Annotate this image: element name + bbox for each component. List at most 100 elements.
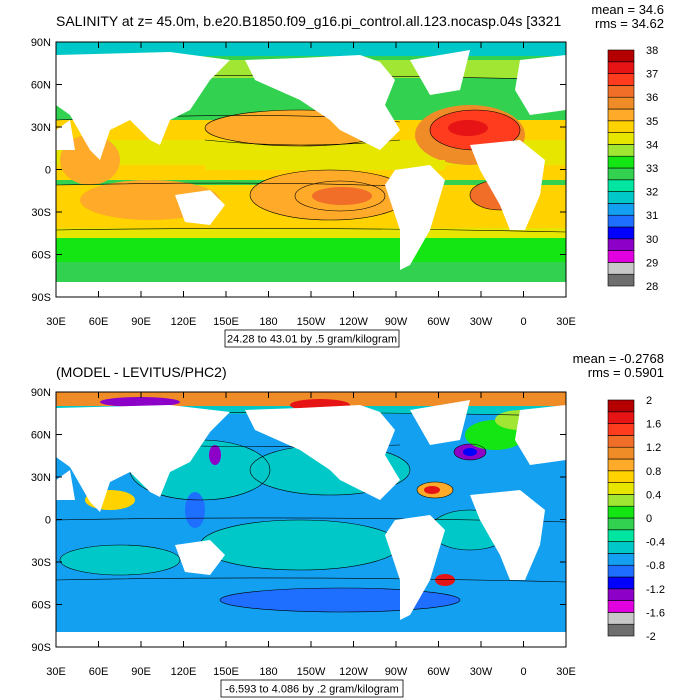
x-tick-label: 90E	[131, 316, 151, 328]
x-tick-label: 150E	[213, 666, 239, 678]
top-land-africa	[470, 140, 545, 230]
colorbar-swatch	[607, 411, 635, 424]
bottom-land-africa	[470, 490, 545, 580]
y-tick-label: 90N	[31, 37, 51, 49]
colorbar-label: 30	[646, 234, 658, 246]
colorbar-swatch	[607, 203, 635, 216]
top-land-eurasia	[56, 52, 230, 160]
bottom-land-south-america	[385, 515, 445, 620]
top-map-field	[56, 42, 566, 297]
x-tick-label: 90W	[385, 666, 408, 678]
x-tick-label: 60E	[89, 666, 109, 678]
colorbar-label: 38	[646, 45, 658, 57]
x-tick-label: 120W	[339, 666, 368, 678]
x-tick-label: 180	[259, 666, 277, 678]
colorbar-swatch	[607, 273, 635, 287]
top-land	[56, 50, 566, 297]
colorbar-swatch	[607, 49, 635, 63]
x-tick-label: 0	[520, 666, 526, 678]
y-tick-label: 90S	[31, 292, 51, 304]
bottom-panel: (MODEL - LEVITUS/PHC2) mean = -0.2768 rm…	[31, 351, 665, 698]
colorbar-label: 2	[646, 395, 652, 407]
x-tick-label: 150E	[213, 316, 239, 328]
x-tick-label: 120E	[171, 316, 197, 328]
colorbar-label: 28	[646, 281, 658, 293]
colorbar-swatch	[607, 529, 635, 542]
y-tick-label: 60S	[31, 600, 51, 612]
colorbar-swatch	[607, 553, 635, 566]
colorbar-swatch	[607, 108, 635, 122]
bottom-x-axis: 30E 60E 90E 120E 150E 180 150W 120W 90W 60W 30W 0 30…	[46, 392, 576, 678]
colorbar-swatch	[607, 446, 635, 460]
colorbar-swatch	[607, 399, 635, 413]
y-tick-label: 0	[45, 165, 51, 177]
x-tick-label: 30E	[46, 666, 66, 678]
bottom-land-eurasia	[56, 405, 230, 512]
y-tick-label: 90S	[31, 642, 51, 654]
colorbar-label: 0.8	[646, 466, 661, 478]
bottom-contour-info: -6.593 to 4.086 by .2 gram/kilogram	[225, 684, 399, 696]
colorbar-swatch	[607, 541, 635, 554]
colorbar-swatch	[607, 505, 635, 519]
colorbar-label: -0.8	[646, 560, 665, 572]
colorbar-label: -2	[646, 631, 656, 643]
colorbar-label: -0.4	[646, 537, 665, 549]
y-tick-label: 60N	[31, 80, 51, 92]
colorbar-swatch	[607, 470, 635, 483]
top-x-axis: 30E 60E 90E 120E 150E 180 150W 120W 90W 60W 30W 0 30…	[46, 42, 576, 328]
colorbar-swatch	[607, 494, 635, 507]
colorbar-swatch	[607, 435, 635, 448]
top-contour-info: 24.28 to 43.01 by .5 gram/kilogram	[227, 334, 397, 346]
colorbar-swatch	[607, 214, 635, 228]
x-tick-label: 30W	[470, 666, 493, 678]
y-tick-label: 30N	[31, 472, 51, 484]
colorbar-swatch	[607, 61, 635, 74]
colorbar-swatch	[607, 167, 635, 181]
bottom-land-north-america	[245, 405, 400, 500]
top-y-axis: 90N 60N 30N 0 30S 60S 90S	[31, 37, 566, 304]
bottom-land-australia	[175, 540, 225, 575]
colorbar-swatch	[607, 623, 635, 637]
bottom-mean: mean = -0.2768	[573, 351, 664, 366]
x-tick-label: 150W	[297, 666, 326, 678]
colorbar-swatch	[607, 132, 635, 145]
colorbar-swatch	[607, 423, 635, 436]
colorbar-swatch	[607, 600, 635, 613]
bottom-y-axis: 90N 60N 30N 0 30S 60S 90S	[31, 387, 566, 654]
top-land-north-america	[245, 55, 400, 150]
colorbar-label: -1.2	[646, 584, 665, 596]
colorbar-label: 34	[646, 139, 658, 151]
x-tick-label: 60W	[427, 316, 450, 328]
colorbar-label: -1.6	[646, 607, 665, 619]
y-tick-label: 0	[45, 515, 51, 527]
colorbar-label: 31	[646, 210, 658, 222]
y-tick-label: 30S	[31, 557, 51, 569]
bottom-rms: rms = 0.5901	[588, 365, 664, 380]
top-panel: SALINITY at z= 45.0m, b.e20.B1850.f09_g1…	[31, 2, 664, 348]
y-tick-label: 30S	[31, 207, 51, 219]
colorbar-swatch	[607, 564, 635, 578]
y-tick-label: 90N	[31, 387, 51, 399]
bottom-title: (MODEL - LEVITUS/PHC2)	[56, 364, 227, 380]
colorbar-swatch	[607, 612, 635, 625]
x-tick-label: 60E	[89, 316, 109, 328]
x-tick-label: 120W	[339, 316, 368, 328]
x-tick-label: 120E	[171, 666, 197, 678]
colorbar-swatch	[607, 144, 635, 157]
bottom-land	[56, 400, 566, 647]
colorbar-swatch	[607, 120, 635, 133]
colorbar-label: 29	[646, 257, 658, 269]
colorbar-swatch	[607, 179, 635, 192]
top-land-south-america	[385, 165, 445, 270]
colorbar-swatch	[607, 458, 635, 472]
colorbar-swatch	[607, 517, 635, 531]
x-tick-label: 150W	[297, 316, 326, 328]
colorbar-label: 33	[646, 163, 658, 175]
colorbar-swatch	[607, 191, 635, 204]
x-tick-label: 0	[520, 316, 526, 328]
colorbar-label: 36	[646, 92, 658, 104]
colorbar-label: 0.4	[646, 489, 661, 501]
y-tick-label: 60S	[31, 250, 51, 262]
colorbar-swatch	[607, 226, 635, 240]
